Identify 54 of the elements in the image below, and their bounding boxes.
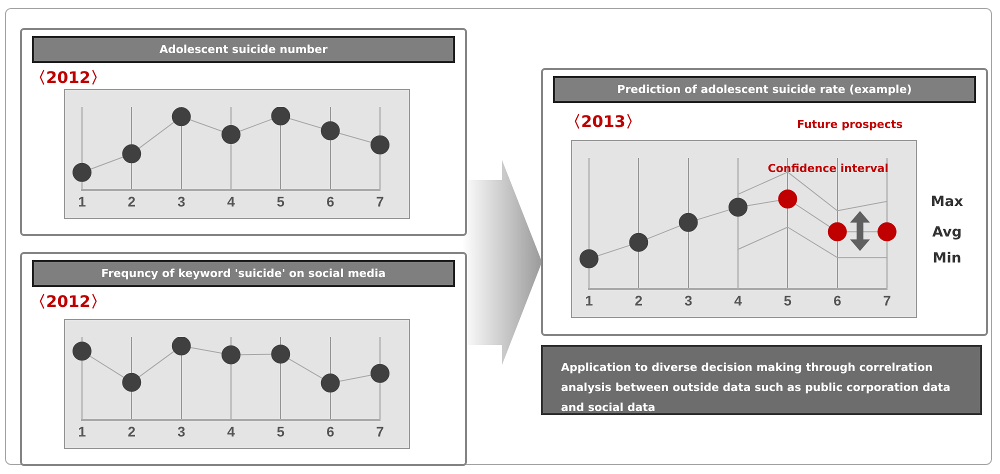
text: Future prospects: [797, 118, 903, 131]
x-tick-label: 5: [276, 423, 285, 440]
chart-subtitle: 〈2013〉: [565, 112, 642, 133]
x-tick-label: 1: [585, 292, 594, 308]
x-tick-label: 2: [128, 193, 136, 210]
x-tick-label: 5: [784, 292, 792, 308]
x-tick-label: 1: [78, 423, 86, 440]
point: [222, 124, 240, 144]
chart-subtitle: 〈2012〉: [30, 68, 107, 89]
text: Min: [932, 250, 962, 267]
point: [271, 344, 290, 364]
x-tick-label: 6: [326, 423, 334, 440]
point: [828, 222, 847, 242]
x-tick-label: 4: [227, 193, 236, 210]
point: [878, 222, 896, 242]
point: [778, 190, 798, 208]
x-tick-label: 3: [177, 423, 186, 440]
text: Application to diverse decision making through correlration analysis between outside data such as public corporation data and social data: [541, 345, 982, 415]
x-tick-label: 6: [833, 292, 842, 308]
point: [580, 249, 598, 268]
point: [370, 135, 390, 154]
chart-title: Prediction of adolescent suicide rate (example): [553, 76, 976, 103]
text: Avg: [932, 224, 962, 240]
point: [320, 374, 340, 393]
point: [629, 232, 648, 252]
x-tick-label: 4: [734, 292, 742, 308]
point: [370, 364, 390, 383]
annotation: Confidence interval: [768, 162, 889, 175]
point: [72, 162, 92, 182]
point: [320, 121, 340, 140]
x-tick-label: 3: [177, 193, 186, 210]
point: [172, 337, 191, 356]
x-tick-label: 7: [883, 292, 892, 308]
chart-title: Frequncy of keyword 'suicide' on social media: [32, 260, 455, 287]
chart-subtitle: 〈2012〉: [30, 292, 107, 313]
point: [222, 345, 240, 364]
x-tick-label: 2: [128, 423, 136, 440]
x-tick-label: 7: [376, 193, 384, 210]
x-tick-label: 6: [326, 193, 334, 210]
x-tick-label: 5: [276, 193, 285, 210]
point: [122, 372, 142, 392]
x-tick-label: 2: [634, 292, 643, 308]
chart-title: Adolescent suicide number: [32, 36, 455, 63]
point: [122, 144, 142, 164]
point: [271, 107, 290, 126]
x-tick-label: 4: [227, 423, 236, 440]
x-tick-label: 3: [684, 292, 692, 308]
point: [172, 107, 191, 126]
point: [72, 342, 92, 361]
x-tick-label: 7: [376, 423, 384, 440]
text: Max: [930, 194, 964, 210]
x-tick-label: 1: [78, 193, 86, 210]
point: [728, 198, 748, 217]
point: [678, 212, 698, 232]
